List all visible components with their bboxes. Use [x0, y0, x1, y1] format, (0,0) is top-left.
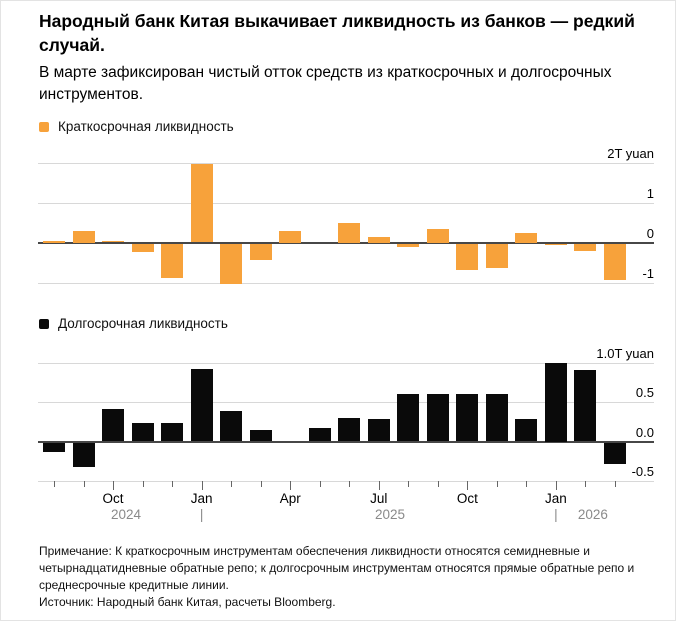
- x-axis-tick: [555, 481, 557, 490]
- bar-short-term: [190, 164, 213, 243]
- x-month-label: Oct: [102, 491, 124, 506]
- bar-long-term: [544, 362, 567, 442]
- bar-short-term: [603, 243, 626, 281]
- legend-label-short-term: Краткосрочная ликвидность: [58, 119, 234, 134]
- page-subtitle: В марте зафиксирован чистый отток средст…: [39, 64, 612, 103]
- bar-short-term: [161, 243, 184, 278]
- zero-line: [38, 440, 654, 443]
- bar-long-term: [515, 419, 538, 442]
- x-axis-tick: [113, 481, 115, 490]
- bar-long-term: [603, 442, 626, 464]
- bar-long-term: [131, 422, 154, 442]
- x-month-label: Jan: [190, 491, 213, 506]
- y-axis-label: 1: [646, 185, 654, 201]
- gridline: [38, 362, 654, 364]
- x-axis-tick: [378, 481, 380, 490]
- bar-short-term: [249, 243, 272, 260]
- y-axis-label: -0.5: [631, 464, 654, 479]
- bar-long-term: [161, 422, 184, 442]
- y-axis-label: 0: [646, 225, 654, 241]
- gridline: [38, 162, 654, 164]
- x-month-label: Jan: [545, 491, 567, 506]
- bar-short-term: [397, 243, 420, 247]
- x-axis-tick: [83, 481, 85, 487]
- gridline: [38, 402, 654, 403]
- bar-short-term: [456, 243, 479, 270]
- bar-long-term: [426, 394, 449, 442]
- y-axis-label: 0.0: [635, 424, 654, 440]
- bar-short-term: [102, 241, 125, 243]
- legend-long-term: Долгосрочная ликвидность: [39, 316, 228, 331]
- bar-short-term: [574, 243, 597, 251]
- y-axis-label: 1.0T yuan: [596, 345, 654, 361]
- bar-long-term: [367, 419, 390, 442]
- page-title: Народный банк Китая выкачивает ликвиднос…: [39, 11, 635, 55]
- x-year-label: 2026: [577, 507, 608, 522]
- x-axis-tick: [172, 481, 174, 487]
- x-axis-tick: [54, 481, 55, 487]
- x-year-label: 2025: [374, 507, 406, 522]
- footnote: Примечание: К краткосрочным инструментам…: [39, 544, 635, 592]
- bar-short-term: [426, 228, 449, 243]
- x-axis-tick: [614, 481, 616, 487]
- x-axis-tick: [526, 481, 528, 487]
- bar-long-term: [308, 428, 331, 442]
- bar-short-term: [131, 243, 154, 253]
- bar-long-term: [43, 442, 65, 452]
- chart-short-term-liquidity: 2T yuan 1 0 -1: [38, 141, 654, 301]
- legend-swatch-black-icon: [39, 318, 49, 329]
- x-year-label: |: [199, 507, 204, 522]
- x-axis-tick: [260, 481, 262, 487]
- bar-short-term: [485, 243, 508, 268]
- source-line: Источник: Народный банк Китая, расчеты B…: [39, 595, 336, 609]
- legend-short-term: Краткосрочная ликвидность: [39, 119, 234, 134]
- gridline: [38, 202, 654, 204]
- x-axis-tick: [437, 481, 439, 487]
- x-axis-tick: [585, 481, 587, 487]
- x-month-label: Oct: [456, 491, 478, 506]
- x-axis-tick: [408, 481, 410, 487]
- y-axis-label: 2T yuan: [607, 145, 654, 161]
- x-axis-tick: [349, 481, 351, 487]
- x-month-label: Apr: [279, 491, 301, 506]
- x-axis-tick: [319, 481, 321, 487]
- bar-short-term: [367, 236, 390, 243]
- bar-short-term: [220, 243, 243, 284]
- legend-label-long-term: Долгосрочная ликвидность: [58, 316, 228, 331]
- bar-long-term: [249, 429, 272, 442]
- x-axis-tick: [231, 481, 233, 487]
- bar-long-term: [456, 394, 479, 442]
- bar-short-term: [338, 222, 361, 243]
- y-axis-label: -1: [642, 265, 654, 281]
- x-axis-tick: [496, 481, 498, 487]
- bar-short-term: [544, 243, 567, 246]
- chart-long-term-liquidity: 1.0T yuan 0.5 0.0 -0.5 Oct Jan Apr Jul Oct Jan 202…: [38, 341, 654, 531]
- y-axis-label: 0.5: [635, 385, 654, 400]
- zero-line: [38, 241, 654, 244]
- bar-short-term: [72, 230, 95, 243]
- bar-short-term: [43, 240, 65, 243]
- gridline: [38, 282, 654, 284]
- x-axis-tick: [201, 481, 203, 490]
- bar-long-term: [220, 410, 243, 442]
- bar-long-term: [190, 368, 213, 442]
- bar-long-term: [72, 442, 95, 467]
- x-year-label: |: [554, 507, 558, 522]
- gridline: [38, 481, 654, 482]
- bar-short-term: [515, 232, 538, 243]
- x-axis-tick: [467, 481, 469, 490]
- bar-long-term: [102, 409, 125, 442]
- x-year-label: 2024: [111, 507, 142, 522]
- bar-long-term: [485, 394, 508, 442]
- x-axis-tick: [142, 481, 144, 487]
- x-axis-tick: [290, 481, 292, 490]
- bar-long-term: [397, 394, 420, 442]
- legend-swatch-orange-icon: [39, 121, 49, 132]
- bar-short-term: [279, 230, 302, 243]
- bar-long-term: [574, 370, 597, 442]
- bar-long-term: [338, 417, 361, 442]
- x-month-label: Jul: [370, 491, 388, 506]
